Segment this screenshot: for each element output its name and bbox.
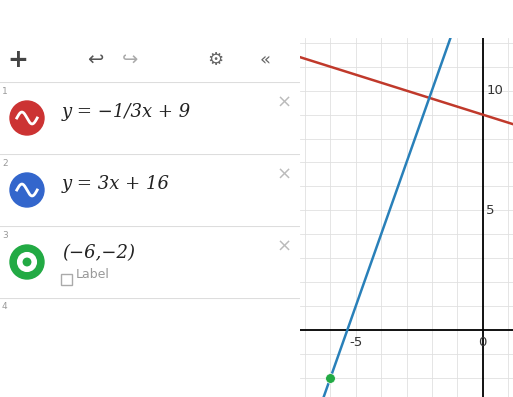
- Text: ⚙: ⚙: [207, 51, 223, 69]
- Text: 4: 4: [2, 302, 8, 311]
- Text: y = 3x + 16: y = 3x + 16: [62, 175, 170, 193]
- Circle shape: [10, 173, 44, 207]
- Text: +: +: [8, 48, 28, 72]
- FancyBboxPatch shape: [61, 274, 72, 285]
- Text: 5: 5: [486, 204, 495, 217]
- Text: ×: ×: [277, 237, 291, 255]
- Text: ×: ×: [277, 165, 291, 183]
- Text: 0: 0: [479, 336, 487, 349]
- Text: -5: -5: [349, 336, 362, 349]
- Text: ×: ×: [277, 93, 291, 111]
- Text: y = −1/3x + 9: y = −1/3x + 9: [62, 103, 191, 121]
- Text: 2: 2: [2, 159, 8, 168]
- Circle shape: [10, 101, 44, 135]
- Text: ↪: ↪: [122, 50, 138, 69]
- Text: «: «: [260, 51, 270, 69]
- Circle shape: [17, 252, 36, 272]
- Text: ↩: ↩: [87, 50, 103, 69]
- Text: 10: 10: [486, 84, 503, 97]
- Text: 3: 3: [2, 231, 8, 240]
- Text: Label: Label: [76, 268, 110, 281]
- Text: Untitled Graph: Untitled Graph: [59, 10, 181, 28]
- Circle shape: [10, 245, 44, 279]
- Text: de: de: [480, 9, 508, 29]
- Text: 1: 1: [2, 87, 8, 96]
- Text: (−6,−2): (−6,−2): [62, 245, 135, 262]
- Text: ≡: ≡: [6, 9, 24, 29]
- Circle shape: [23, 258, 31, 266]
